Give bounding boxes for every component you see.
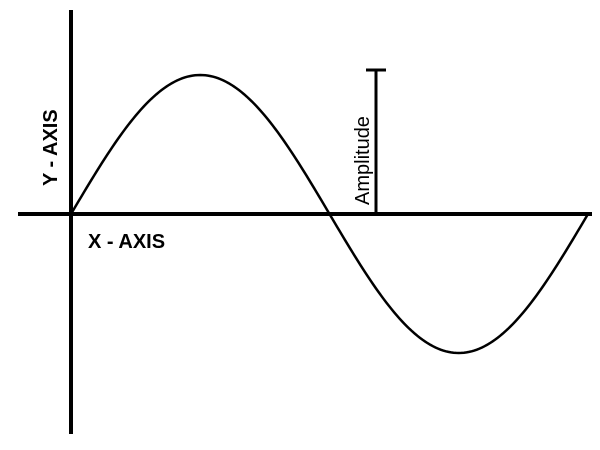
sine-wave-curve xyxy=(69,73,590,355)
x-axis-label: X - AXIS xyxy=(88,231,165,253)
amplitude-label: Amplitude xyxy=(352,116,374,205)
y-axis-label: Y - AXIS xyxy=(40,109,62,186)
